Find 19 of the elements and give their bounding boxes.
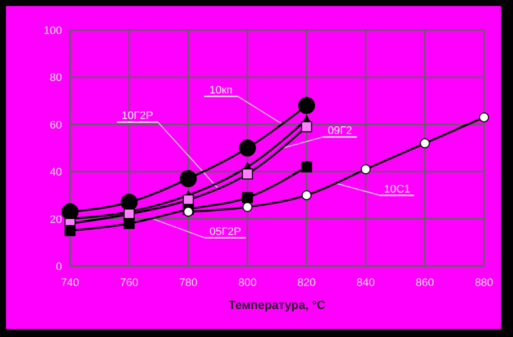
- annotation: 10С1: [384, 183, 410, 196]
- y-tick-label: 0: [56, 261, 62, 273]
- x-tick-label: 860: [416, 277, 434, 289]
- annotation: 09Г2: [328, 125, 352, 137]
- y-tick-label: 40: [50, 166, 62, 179]
- x-tick-label: 880: [474, 277, 494, 289]
- annotation: 05Г2Р: [209, 226, 242, 238]
- x-tick-label: 780: [179, 277, 198, 289]
- y-tick-label: 20: [50, 214, 62, 226]
- x-tick-label: 800: [238, 277, 257, 289]
- x-tick-label: 840: [356, 277, 375, 289]
- y-tick-label: 100: [44, 25, 62, 37]
- annotation: 10кп: [209, 84, 232, 96]
- y-tick-label: 60: [50, 119, 62, 132]
- x-tick-label: 820: [297, 277, 316, 289]
- x-tick-label: 760: [120, 277, 138, 289]
- y-tick-label: 80: [50, 72, 62, 84]
- x-tick-label: 740: [60, 277, 80, 289]
- x-axis-title: Температура, °С: [228, 298, 326, 312]
